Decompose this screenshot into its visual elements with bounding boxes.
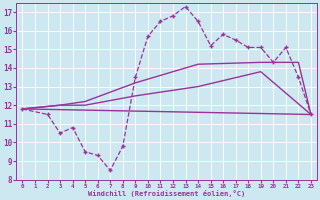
X-axis label: Windchill (Refroidissement éolien,°C): Windchill (Refroidissement éolien,°C)	[88, 190, 245, 197]
